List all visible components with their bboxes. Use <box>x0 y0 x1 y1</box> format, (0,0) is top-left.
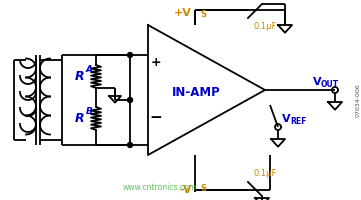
Text: R: R <box>75 112 85 126</box>
Text: 0.1μF: 0.1μF <box>254 22 277 31</box>
Text: R: R <box>75 71 85 84</box>
Polygon shape <box>127 98 132 102</box>
Text: OUT: OUT <box>321 80 339 89</box>
Text: B: B <box>86 107 93 116</box>
Text: REF: REF <box>290 117 306 126</box>
Text: -V: -V <box>179 185 192 195</box>
Text: V: V <box>313 77 322 87</box>
Text: −: − <box>149 110 162 126</box>
Text: IN-AMP: IN-AMP <box>171 86 220 98</box>
Text: +V: +V <box>174 8 192 18</box>
Polygon shape <box>127 143 132 147</box>
Polygon shape <box>127 53 132 57</box>
Text: S: S <box>200 184 206 193</box>
Text: S: S <box>200 10 206 19</box>
Text: 0.1μF: 0.1μF <box>254 169 277 178</box>
Text: www.cntronics.com: www.cntronics.com <box>123 183 197 192</box>
Text: 07034-006: 07034-006 <box>356 83 361 117</box>
Text: A: A <box>86 65 93 74</box>
Text: +: + <box>151 55 161 68</box>
Text: V: V <box>282 114 291 124</box>
